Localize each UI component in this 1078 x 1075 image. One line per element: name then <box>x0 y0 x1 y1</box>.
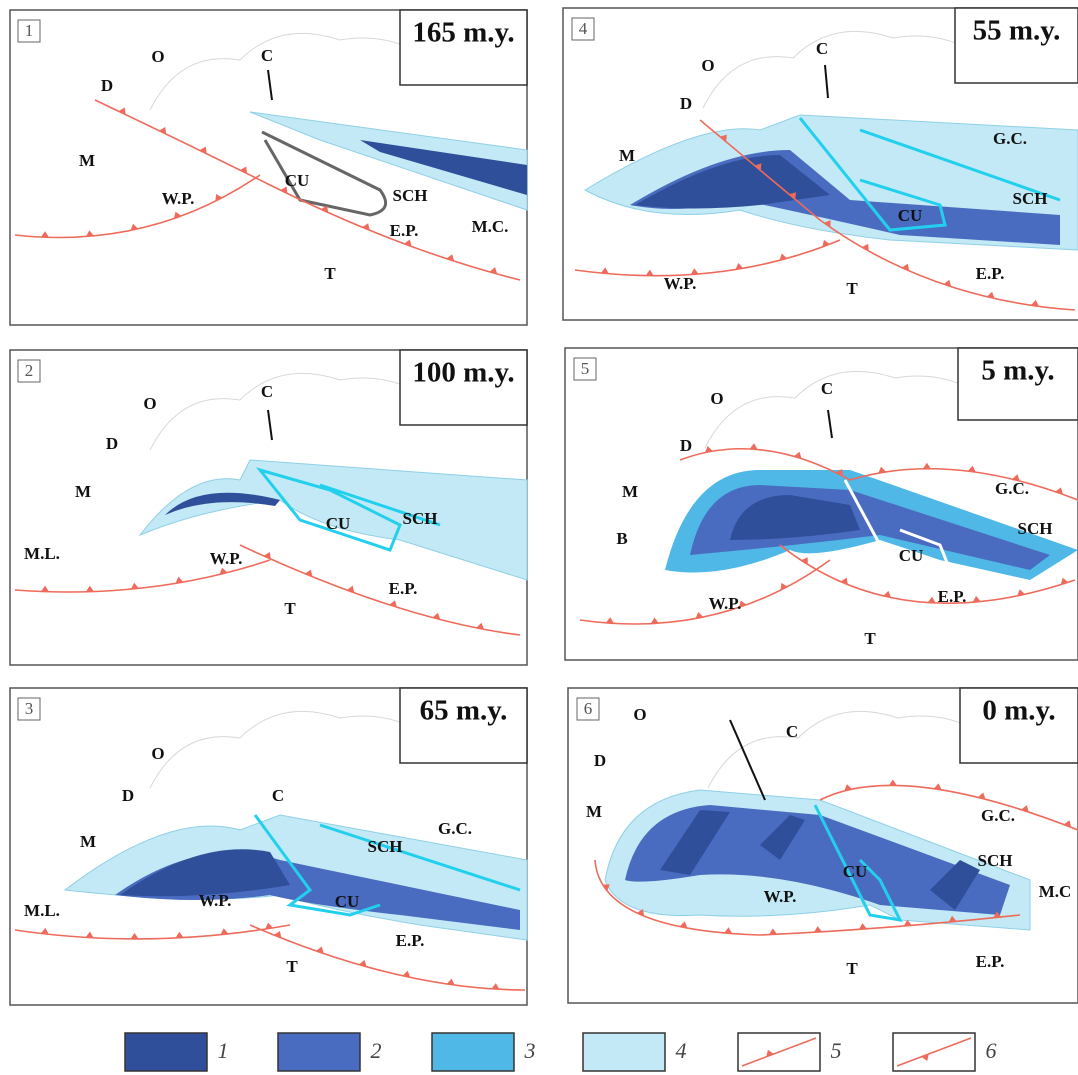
region-label: O <box>710 389 723 408</box>
age-label: 0 m.y. <box>982 695 1055 727</box>
region-label: T <box>864 629 876 648</box>
region-label: D <box>594 751 606 770</box>
region-label: W.P. <box>664 274 697 293</box>
region-label: O <box>143 394 156 413</box>
region-label: SCH <box>978 851 1013 870</box>
region-label: M <box>622 482 638 501</box>
region-label: CU <box>843 862 868 881</box>
region-label: SCH <box>1018 519 1053 538</box>
region-label: M.C. <box>472 217 509 236</box>
region-label: G.C. <box>995 479 1029 498</box>
region-label: E.P. <box>976 952 1005 971</box>
region-label: E.P. <box>938 587 967 606</box>
region-label: G.C. <box>981 806 1015 825</box>
region-label: O <box>701 56 714 75</box>
region-label: W.P. <box>709 594 742 613</box>
region-label: E.P. <box>976 264 1005 283</box>
age-label: 65 m.y. <box>420 695 508 727</box>
region-label: C <box>261 382 273 401</box>
region-label: D <box>122 786 134 805</box>
region-label: SCH <box>1013 189 1048 208</box>
region-label: O <box>151 744 164 763</box>
region-label: M <box>75 482 91 501</box>
region-label: E.P. <box>389 579 418 598</box>
region-label: SCH <box>368 837 403 856</box>
region-label: M.L. <box>24 901 60 920</box>
legend-swatch <box>583 1033 665 1071</box>
region-label: W.P. <box>210 549 243 568</box>
region-label: M <box>619 146 635 165</box>
region-label: T <box>324 264 336 283</box>
panel-number: 3 <box>25 699 34 718</box>
region-label: M <box>79 151 95 170</box>
region-label: M.C <box>1039 882 1072 901</box>
panel-number: 2 <box>25 361 34 380</box>
region-label: C <box>261 46 273 65</box>
region-label: T <box>284 599 296 618</box>
region-label: M.L. <box>24 544 60 563</box>
region-label: W.P. <box>764 887 797 906</box>
legend-label: 3 <box>524 1038 536 1063</box>
region-label: D <box>680 436 692 455</box>
legend-swatch <box>125 1033 207 1071</box>
panel-number: 6 <box>584 699 593 718</box>
region-label: CU <box>898 206 923 225</box>
age-label: 165 m.y. <box>412 17 514 49</box>
region-label: T <box>846 279 858 298</box>
region-label: E.P. <box>396 931 425 950</box>
legend-swatch <box>278 1033 360 1071</box>
region-label: C <box>272 786 284 805</box>
age-label: 100 m.y. <box>412 357 514 389</box>
region-label: C <box>786 722 798 741</box>
region-label: W.P. <box>199 891 232 910</box>
panel-number: 4 <box>579 19 588 38</box>
legend-label: 5 <box>831 1038 842 1063</box>
region-label: D <box>106 434 118 453</box>
region-label: D <box>680 94 692 113</box>
legend-label: 4 <box>676 1038 687 1063</box>
region-label: E.P. <box>390 221 419 240</box>
figure: 165 m.y.1OCDMW.P.CUSCHM.C.E.P.T100 m.y.2… <box>0 0 1078 1075</box>
region-label: C <box>816 39 828 58</box>
region-label: M <box>586 802 602 821</box>
region-label: SCH <box>403 509 438 528</box>
region-label: C <box>821 379 833 398</box>
legend-label: 6 <box>986 1038 997 1063</box>
region-label: W.P. <box>162 189 195 208</box>
legend-label: 2 <box>371 1038 382 1063</box>
region-label: CU <box>335 892 360 911</box>
age-label: 55 m.y. <box>973 15 1061 47</box>
region-label: D <box>101 76 113 95</box>
region-label: CU <box>285 171 310 190</box>
region-label: SCH <box>393 186 428 205</box>
region-label: CU <box>326 514 351 533</box>
region-label: O <box>151 47 164 66</box>
region-label: T <box>286 957 298 976</box>
age-label: 5 m.y. <box>981 355 1054 387</box>
legend-swatch <box>432 1033 514 1071</box>
region-label: G.C. <box>993 129 1027 148</box>
region-label: M <box>80 832 96 851</box>
region-label: T <box>846 959 858 978</box>
region-label: B <box>616 529 627 548</box>
panel-number: 1 <box>25 21 34 40</box>
legend-label: 1 <box>218 1038 229 1063</box>
region-label: O <box>633 705 646 724</box>
panel-number: 5 <box>581 359 590 378</box>
region-label: CU <box>899 546 924 565</box>
region-label: G.C. <box>438 819 472 838</box>
